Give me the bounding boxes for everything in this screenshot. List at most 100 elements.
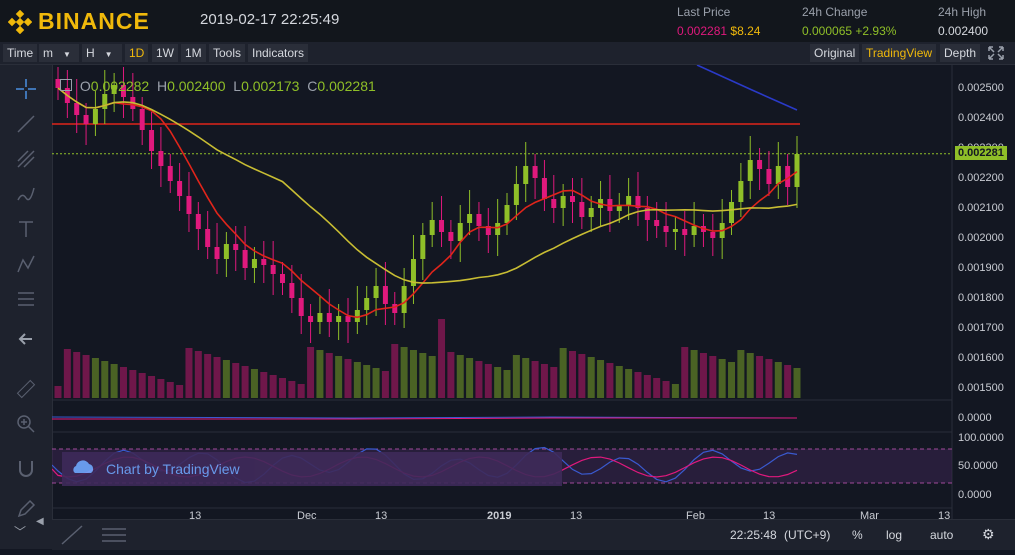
rsi-axis-50: 50.0000 bbox=[958, 460, 998, 472]
candle-body bbox=[242, 250, 248, 268]
clock-timezone[interactable]: (UTC+9) bbox=[784, 528, 831, 542]
candle-body bbox=[149, 130, 155, 151]
time-button[interactable]: Time bbox=[3, 44, 38, 62]
volume-bar bbox=[138, 373, 146, 398]
settings-gear-icon[interactable]: ⚙ bbox=[982, 526, 995, 542]
indicators-button[interactable]: Indicators bbox=[248, 44, 309, 62]
candle-body bbox=[308, 316, 314, 322]
volume-bar bbox=[363, 365, 371, 398]
cloud-icon bbox=[70, 458, 96, 481]
candle-body bbox=[495, 223, 501, 235]
volume-bar bbox=[54, 386, 62, 398]
volume-bar bbox=[372, 368, 380, 398]
ma-long-line bbox=[696, 64, 798, 111]
ruler-icon[interactable] bbox=[12, 375, 40, 403]
candle-body bbox=[532, 166, 538, 178]
chart-settings-icon[interactable] bbox=[60, 79, 72, 91]
zoom-icon[interactable] bbox=[12, 410, 40, 438]
text-tool-icon[interactable] bbox=[12, 215, 40, 243]
candle-body bbox=[476, 214, 482, 226]
draw-line-icon[interactable] bbox=[52, 520, 92, 550]
crosshair-icon[interactable] bbox=[12, 75, 40, 103]
tools-button[interactable]: Tools bbox=[209, 44, 246, 62]
original-view-button[interactable]: Original bbox=[810, 44, 860, 62]
candle-body bbox=[541, 178, 547, 199]
candle-body bbox=[420, 235, 426, 259]
candle-body bbox=[560, 196, 566, 208]
candle-body bbox=[326, 313, 332, 322]
macd-signal-line bbox=[52, 417, 797, 420]
hour-dropdown[interactable]: H ▼ bbox=[82, 44, 122, 62]
high-stat: 24h High 0.002400 bbox=[938, 5, 988, 38]
horizontal-lines-icon[interactable] bbox=[94, 520, 134, 550]
trend-line-icon[interactable] bbox=[12, 110, 40, 138]
brush-icon[interactable] bbox=[12, 180, 40, 208]
volume-bar bbox=[176, 385, 184, 398]
volume-bar bbox=[494, 367, 502, 398]
magnet-icon[interactable] bbox=[12, 455, 40, 483]
candle-body bbox=[74, 103, 80, 115]
high-label: 24h High bbox=[938, 5, 987, 19]
volume-bar bbox=[737, 350, 745, 398]
volume-bar bbox=[681, 347, 689, 398]
chevron-down-icon[interactable]: ﹀ bbox=[14, 525, 27, 539]
interval-1d[interactable]: 1D bbox=[125, 44, 149, 62]
candle-body bbox=[588, 208, 594, 217]
volume-bar bbox=[662, 381, 670, 398]
candle-body bbox=[757, 160, 763, 169]
change-percent: +2.93% bbox=[855, 24, 897, 38]
ohlc-legend: O0.002282 H0.002400 L0.002173 C0.002281 bbox=[60, 78, 376, 94]
current-datetime: 2019-02-17 22:25:49 bbox=[200, 11, 340, 28]
candle-body bbox=[205, 229, 211, 247]
candle-body bbox=[504, 205, 510, 223]
pencil-icon[interactable] bbox=[12, 495, 40, 523]
candle-body bbox=[410, 259, 416, 286]
volume-bar bbox=[540, 364, 548, 398]
change-value: 0.000065 bbox=[802, 24, 853, 38]
interval-1w[interactable]: 1W bbox=[152, 44, 178, 62]
candle-body bbox=[401, 286, 407, 313]
candle-body bbox=[345, 316, 351, 322]
volume-bar bbox=[587, 357, 595, 398]
candle-body bbox=[635, 196, 641, 208]
pitchfork-icon[interactable] bbox=[12, 145, 40, 173]
tradingview-banner[interactable]: Chart by TradingView bbox=[62, 452, 562, 486]
high-value: 0.002400 bbox=[938, 24, 989, 38]
binance-logo[interactable]: BINANCE bbox=[8, 8, 150, 35]
volume-bar bbox=[250, 369, 258, 398]
volume-bar bbox=[213, 357, 221, 398]
tradingview-label: Chart by TradingView bbox=[106, 461, 240, 477]
high-label: H bbox=[156, 78, 168, 94]
binance-diamond-icon bbox=[8, 9, 32, 34]
fullscreen-icon[interactable] bbox=[986, 44, 1006, 62]
fib-icon[interactable] bbox=[12, 285, 40, 313]
log-scale-button[interactable]: log bbox=[886, 528, 903, 542]
volume-bar bbox=[353, 362, 361, 398]
candle-body bbox=[794, 154, 800, 187]
volume-bar bbox=[774, 362, 782, 398]
candle-body bbox=[775, 166, 781, 184]
volume-bar bbox=[419, 353, 427, 398]
percent-scale-button[interactable]: % bbox=[852, 528, 863, 542]
interval-1m[interactable]: 1M bbox=[181, 44, 206, 62]
collapse-icon[interactable]: ◀ bbox=[36, 516, 44, 527]
candle-body bbox=[336, 316, 342, 322]
auto-scale-button[interactable]: auto bbox=[930, 528, 954, 542]
candle-body bbox=[55, 79, 61, 88]
pattern-icon[interactable] bbox=[12, 250, 40, 278]
volume-bar bbox=[466, 358, 474, 398]
volume-bar bbox=[335, 356, 343, 398]
candle-body bbox=[373, 286, 379, 298]
volume-bar bbox=[615, 366, 623, 398]
volume-bar bbox=[634, 372, 642, 398]
tradingview-button[interactable]: TradingView bbox=[862, 44, 937, 62]
volume-bar bbox=[288, 381, 296, 398]
back-arrow-icon[interactable] bbox=[12, 325, 40, 353]
price-axis-label: 0.001500 bbox=[958, 382, 1004, 394]
volume-bar bbox=[746, 353, 754, 398]
change-label: 24h Change bbox=[802, 5, 868, 19]
minute-dropdown[interactable]: m ▼ bbox=[39, 44, 79, 62]
volume-bar bbox=[110, 364, 118, 398]
price-axis-label: 0.001800 bbox=[958, 292, 1004, 304]
depth-button[interactable]: Depth bbox=[940, 44, 981, 62]
